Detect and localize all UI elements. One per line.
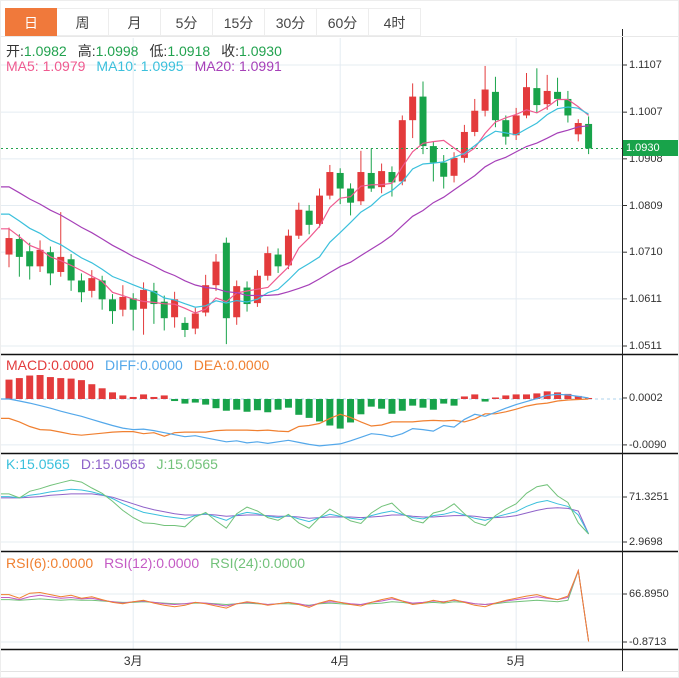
kdj-plot[interactable] [1,479,590,535]
ohlc-readout: 开:1.0982 高:1.0998 低:1.0918 收:1.0930 [6,41,293,61]
timeframe-tab-1d[interactable]: 日 [5,8,57,36]
price-axis-label: 1.1007 [629,106,663,119]
rsi-axis-label: 66.8950 [629,588,669,600]
timeframe-tabbar: 日周月 5分 15分 30分 60分 4时 [5,8,421,36]
macd-readout: MACD:0.0000 DIFF:0.0000 DEA:0.0000 [6,357,280,373]
tabbar-divider [1,36,678,37]
price-axis-label: 1.0611 [629,292,662,305]
rsi-readout-item: RSI(6):0.0000 [6,555,94,571]
rsi-axis-label: -0.8713 [629,635,667,648]
quote-item: 收:1.0930 [221,43,282,59]
kdj-readout-item: D:15.0565 [80,456,146,472]
timeframe-tab-15m[interactable]: 15分 [213,8,265,36]
timeframe-tab-1w[interactable]: 周 [57,8,109,36]
macd-readout-item: DEA:0.0000 [193,357,270,373]
quote-item: 开:1.0982 [6,43,67,59]
timeframe-tab-4h[interactable]: 4时 [369,8,421,36]
timeframe-tab-5m[interactable]: 5分 [161,8,213,36]
price-axis-label: 1.0710 [629,246,663,259]
price-axis-label: 1.0809 [629,199,663,212]
price-axis-label: 1.1107 [629,59,662,71]
rsi-readout-item: RSI(24):0.0000 [210,555,306,571]
x-axis-month-label: 3月 [123,654,143,668]
ma-readout-item: MA10: 1.0995 [96,58,184,74]
macd-axis-label: 0.0002 [629,391,663,404]
x-axis-month-label: 5月 [506,654,526,668]
kdj-axis-label: 71.3251 [629,491,669,503]
quote-item: 低:1.0918 [149,43,211,59]
x-axis-month-label: 4月 [330,654,350,668]
timeframe-tab-30m[interactable]: 30分 [265,8,317,36]
ma-readout-item: MA5: 1.0979 [6,58,86,74]
quote-item: 高:1.0998 [77,43,139,59]
candlestick-plot[interactable] [1,65,622,345]
rsi-readout: RSI(6):0.0000 RSI(12):0.0000 RSI(24):0.000… [6,555,316,571]
macd-plot[interactable] [1,375,622,447]
kdj-readout-item: J:15.0565 [156,456,218,472]
current-price-badge: 1.0930 [623,140,678,157]
kdj-axis-label: 2.9698 [629,536,663,548]
rsi-readout-item: RSI(12):0.0000 [104,555,200,571]
rsi-plot[interactable] [1,568,590,642]
kdj-readout: K:15.0565 D:15.0565 J:15.0565 [6,456,229,472]
panel-frame [1,29,678,672]
timeframe-tab-60m[interactable]: 60分 [317,8,369,36]
macd-readout-item: MACD:0.0000 [6,357,94,373]
macd-axis-label: -0.0090 [629,438,667,451]
ma-readout: MA5: 1.0979 MA10: 1.0995 MA20: 1.0991 [6,58,293,74]
timeframe-tab-1mo[interactable]: 月 [109,8,161,36]
macd-readout-item: DIFF:0.0000 [104,357,183,373]
kdj-readout-item: K:15.0565 [6,456,70,472]
ma-readout-item: MA20: 1.0991 [194,58,282,74]
price-axis-label: 1.0511 [629,340,662,352]
